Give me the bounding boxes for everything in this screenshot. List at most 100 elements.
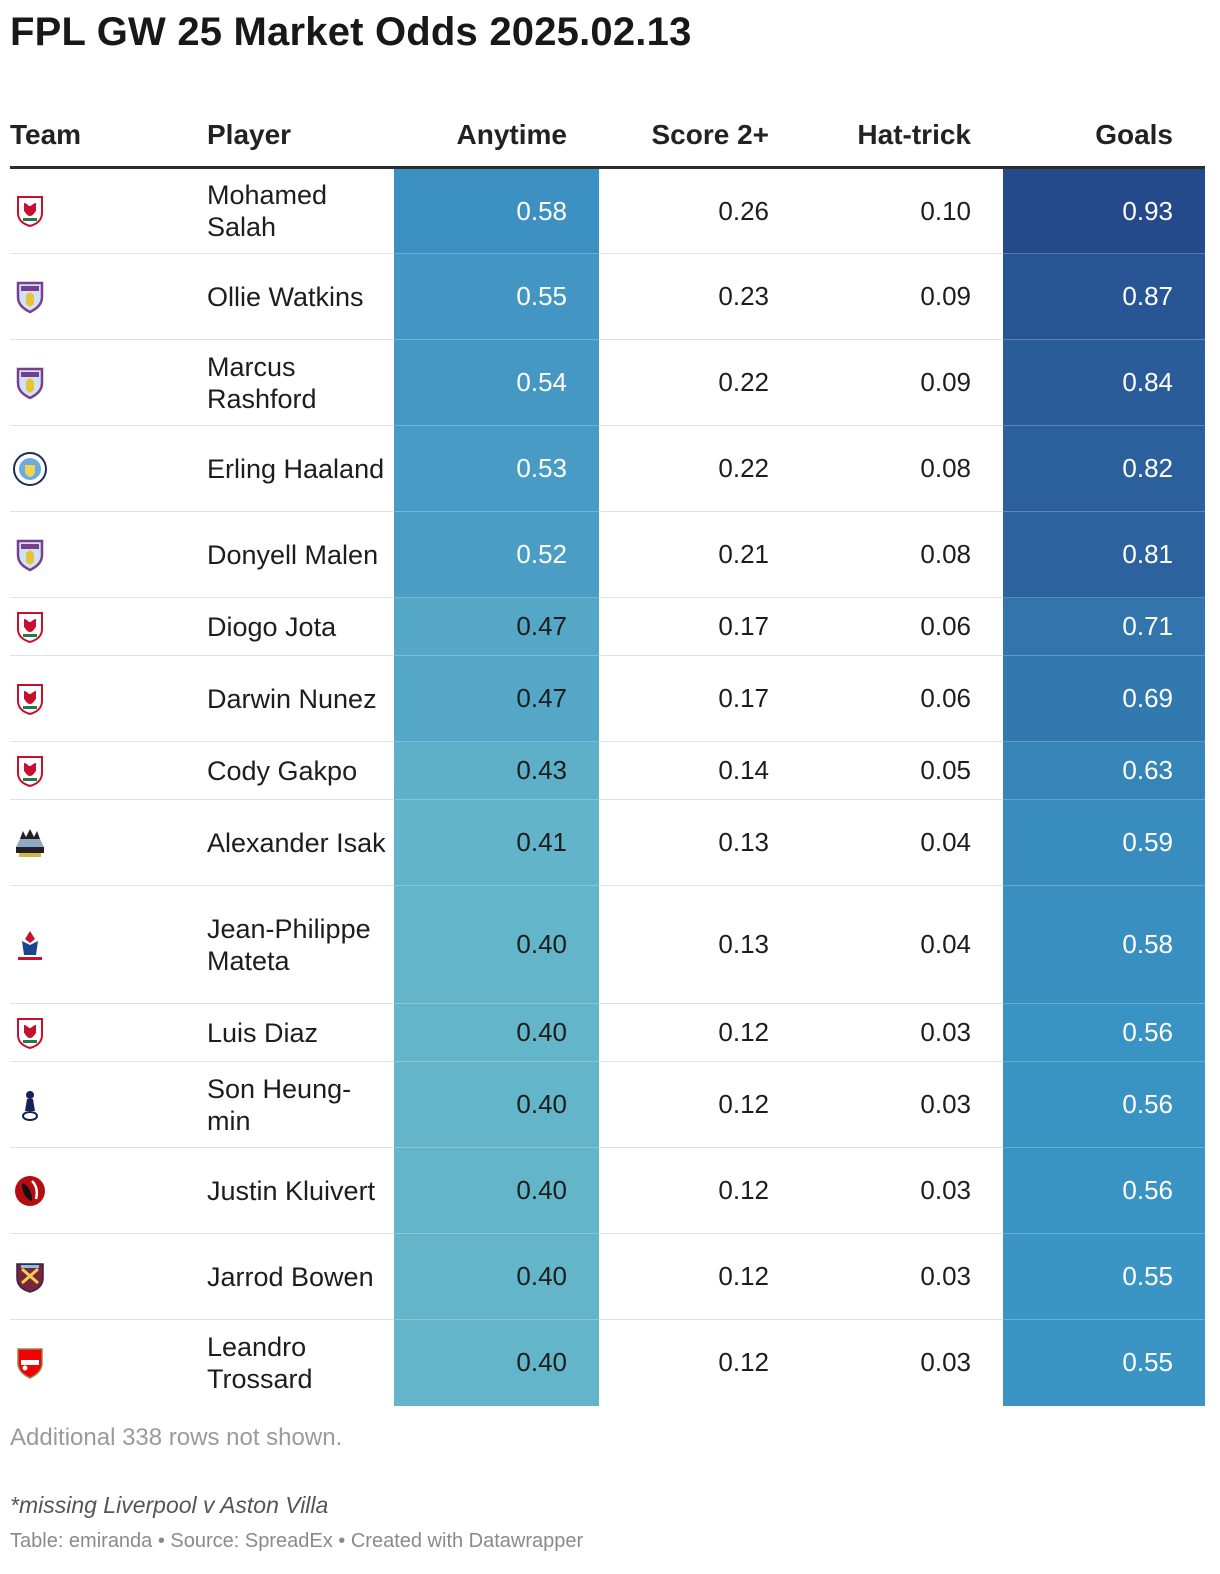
team-cell: [10, 1233, 207, 1320]
table-row: Leandro Trossard 0.40 0.12 0.03 0.55: [10, 1319, 1205, 1406]
crystal-palace-badge-icon: [18, 930, 42, 960]
liverpool-badge-icon: [17, 683, 43, 715]
team-cell: [10, 425, 207, 512]
anytime-value: 0.53: [394, 425, 599, 512]
table-row: Diogo Jota 0.47 0.17 0.06 0.71: [10, 597, 1205, 656]
player-name: Marcus Rashford: [207, 339, 394, 426]
team-cell: [10, 253, 207, 340]
liverpool-badge-icon: [17, 1017, 43, 1049]
column-header-goals[interactable]: Goals: [1003, 104, 1205, 169]
score2-value: 0.26: [599, 167, 801, 254]
goals-value: 0.87: [1003, 253, 1205, 340]
player-name: Jarrod Bowen: [207, 1233, 394, 1320]
team-cell: [10, 741, 207, 800]
hattrick-value: 0.10: [801, 167, 1003, 254]
anytime-value: 0.40: [394, 1319, 599, 1406]
hattrick-value: 0.06: [801, 655, 1003, 742]
liverpool-badge-icon: [17, 196, 43, 228]
player-name: Darwin Nunez: [207, 655, 394, 742]
score2-value: 0.17: [599, 655, 801, 742]
anytime-value: 0.54: [394, 339, 599, 426]
hattrick-value: 0.03: [920, 1347, 971, 1378]
aston-villa-badge-icon: [16, 539, 44, 571]
goals-value: 0.56: [1003, 1147, 1205, 1234]
table-header-row: Team Player Anytime Score 2+ Hat-trick G…: [10, 104, 1205, 169]
table-row: Luis Diaz 0.40 0.12 0.03 0.56: [10, 1003, 1205, 1062]
rows-hidden-note: Additional 338 rows not shown.: [10, 1424, 343, 1451]
anytime-value: 0.43: [394, 741, 599, 800]
newcastle-badge-icon: [16, 828, 44, 857]
goals-value: 0.58: [1003, 885, 1205, 1004]
table-row: Justin Kluivert 0.40 0.12 0.03 0.56: [10, 1147, 1205, 1234]
goals-value: 0.69: [1003, 655, 1205, 742]
team-cell: [10, 1003, 207, 1062]
hattrick-value: 0.05: [801, 741, 1003, 800]
player-name: Donyell Malen: [207, 511, 394, 598]
player-name: Luis Diaz: [207, 1003, 394, 1062]
player-name: Jean-Philippe Mateta: [207, 885, 394, 1004]
player-name: Erling Haaland: [207, 425, 394, 512]
table-row: Mohamed Salah 0.58 0.26 0.10 0.93: [10, 167, 1205, 254]
player-name: Son Heung-min: [207, 1061, 394, 1148]
table-row: Erling Haaland 0.53 0.22 0.08 0.82: [10, 425, 1205, 512]
liverpool-badge-icon: [17, 755, 43, 787]
team-cell: [10, 799, 207, 886]
page-title: FPL GW 25 Market Odds 2025.02.13: [10, 10, 692, 54]
table-row: Cody Gakpo 0.43 0.14 0.05 0.63: [10, 741, 1205, 800]
column-header-anytime[interactable]: Anytime: [394, 104, 599, 169]
goals-value: 0.71: [1003, 597, 1205, 656]
liverpool-badge-icon: [17, 611, 43, 643]
score2-value: 0.14: [599, 741, 801, 800]
column-header-score2[interactable]: Score 2+: [599, 104, 801, 169]
odds-table: Team Player Anytime Score 2+ Hat-trick G…: [10, 104, 1205, 1406]
goals-value: 0.56: [1003, 1003, 1205, 1062]
player-name: Cody Gakpo: [207, 741, 394, 800]
score2-value: 0.13: [599, 799, 801, 886]
column-header-hattrick[interactable]: Hat-trick: [801, 104, 1003, 169]
column-header-player[interactable]: Player: [207, 104, 394, 169]
table-row: Ollie Watkins 0.55 0.23 0.09 0.87: [10, 253, 1205, 340]
team-cell: [10, 1147, 207, 1234]
anytime-value: 0.40: [394, 1147, 599, 1234]
arsenal-badge-icon: [17, 1348, 43, 1379]
anytime-value: 0.40: [394, 1061, 599, 1148]
goals-value: 0.81: [1003, 511, 1205, 598]
player-name: Alexander Isak: [207, 799, 394, 886]
player-name: Mohamed Salah: [207, 167, 394, 254]
table-row: Jarrod Bowen 0.40 0.12 0.03 0.55: [10, 1233, 1205, 1320]
player-name: Leandro Trossard: [207, 1331, 313, 1394]
column-header-team[interactable]: Team: [10, 104, 207, 169]
man-city-badge-icon: [13, 451, 47, 486]
anytime-value: 0.47: [394, 597, 599, 656]
goals-value: 0.84: [1003, 339, 1205, 426]
team-cell: [10, 655, 207, 742]
anytime-value: 0.58: [394, 167, 599, 254]
team-cell: [10, 511, 207, 598]
hattrick-value: 0.03: [801, 1233, 1003, 1320]
hattrick-value: 0.08: [801, 425, 1003, 512]
table-row: Jean-Philippe Mateta 0.40 0.13 0.04 0.58: [10, 885, 1205, 1004]
hattrick-value: 0.09: [801, 253, 1003, 340]
anytime-value: 0.40: [394, 1233, 599, 1320]
score2-value: 0.23: [599, 253, 801, 340]
anytime-value: 0.52: [394, 511, 599, 598]
missing-match-note: *missing Liverpool v Aston Villa: [10, 1492, 329, 1518]
hattrick-value: 0.03: [801, 1003, 1003, 1062]
goals-value: 0.55: [1003, 1233, 1205, 1320]
west-ham-badge-icon: [16, 1262, 44, 1293]
source-credits: Table: emiranda • Source: SpreadEx • Cre…: [10, 1530, 584, 1552]
score2-value: 0.21: [599, 511, 801, 598]
team-cell: [10, 885, 207, 1004]
score2-value: 0.12: [599, 1061, 801, 1148]
score2-value: 0.12: [599, 1003, 801, 1062]
goals-value: 0.63: [1003, 741, 1205, 800]
anytime-value: 0.40: [394, 885, 599, 1004]
score2-value: 0.13: [599, 885, 801, 1004]
score2-value: 0.12: [718, 1347, 769, 1378]
hattrick-value: 0.06: [801, 597, 1003, 656]
player-name: Ollie Watkins: [207, 253, 394, 340]
aston-villa-badge-icon: [16, 367, 44, 399]
table-row: Marcus Rashford 0.54 0.22 0.09 0.84: [10, 339, 1205, 426]
team-cell: [10, 1061, 207, 1148]
anytime-value: 0.55: [394, 253, 599, 340]
